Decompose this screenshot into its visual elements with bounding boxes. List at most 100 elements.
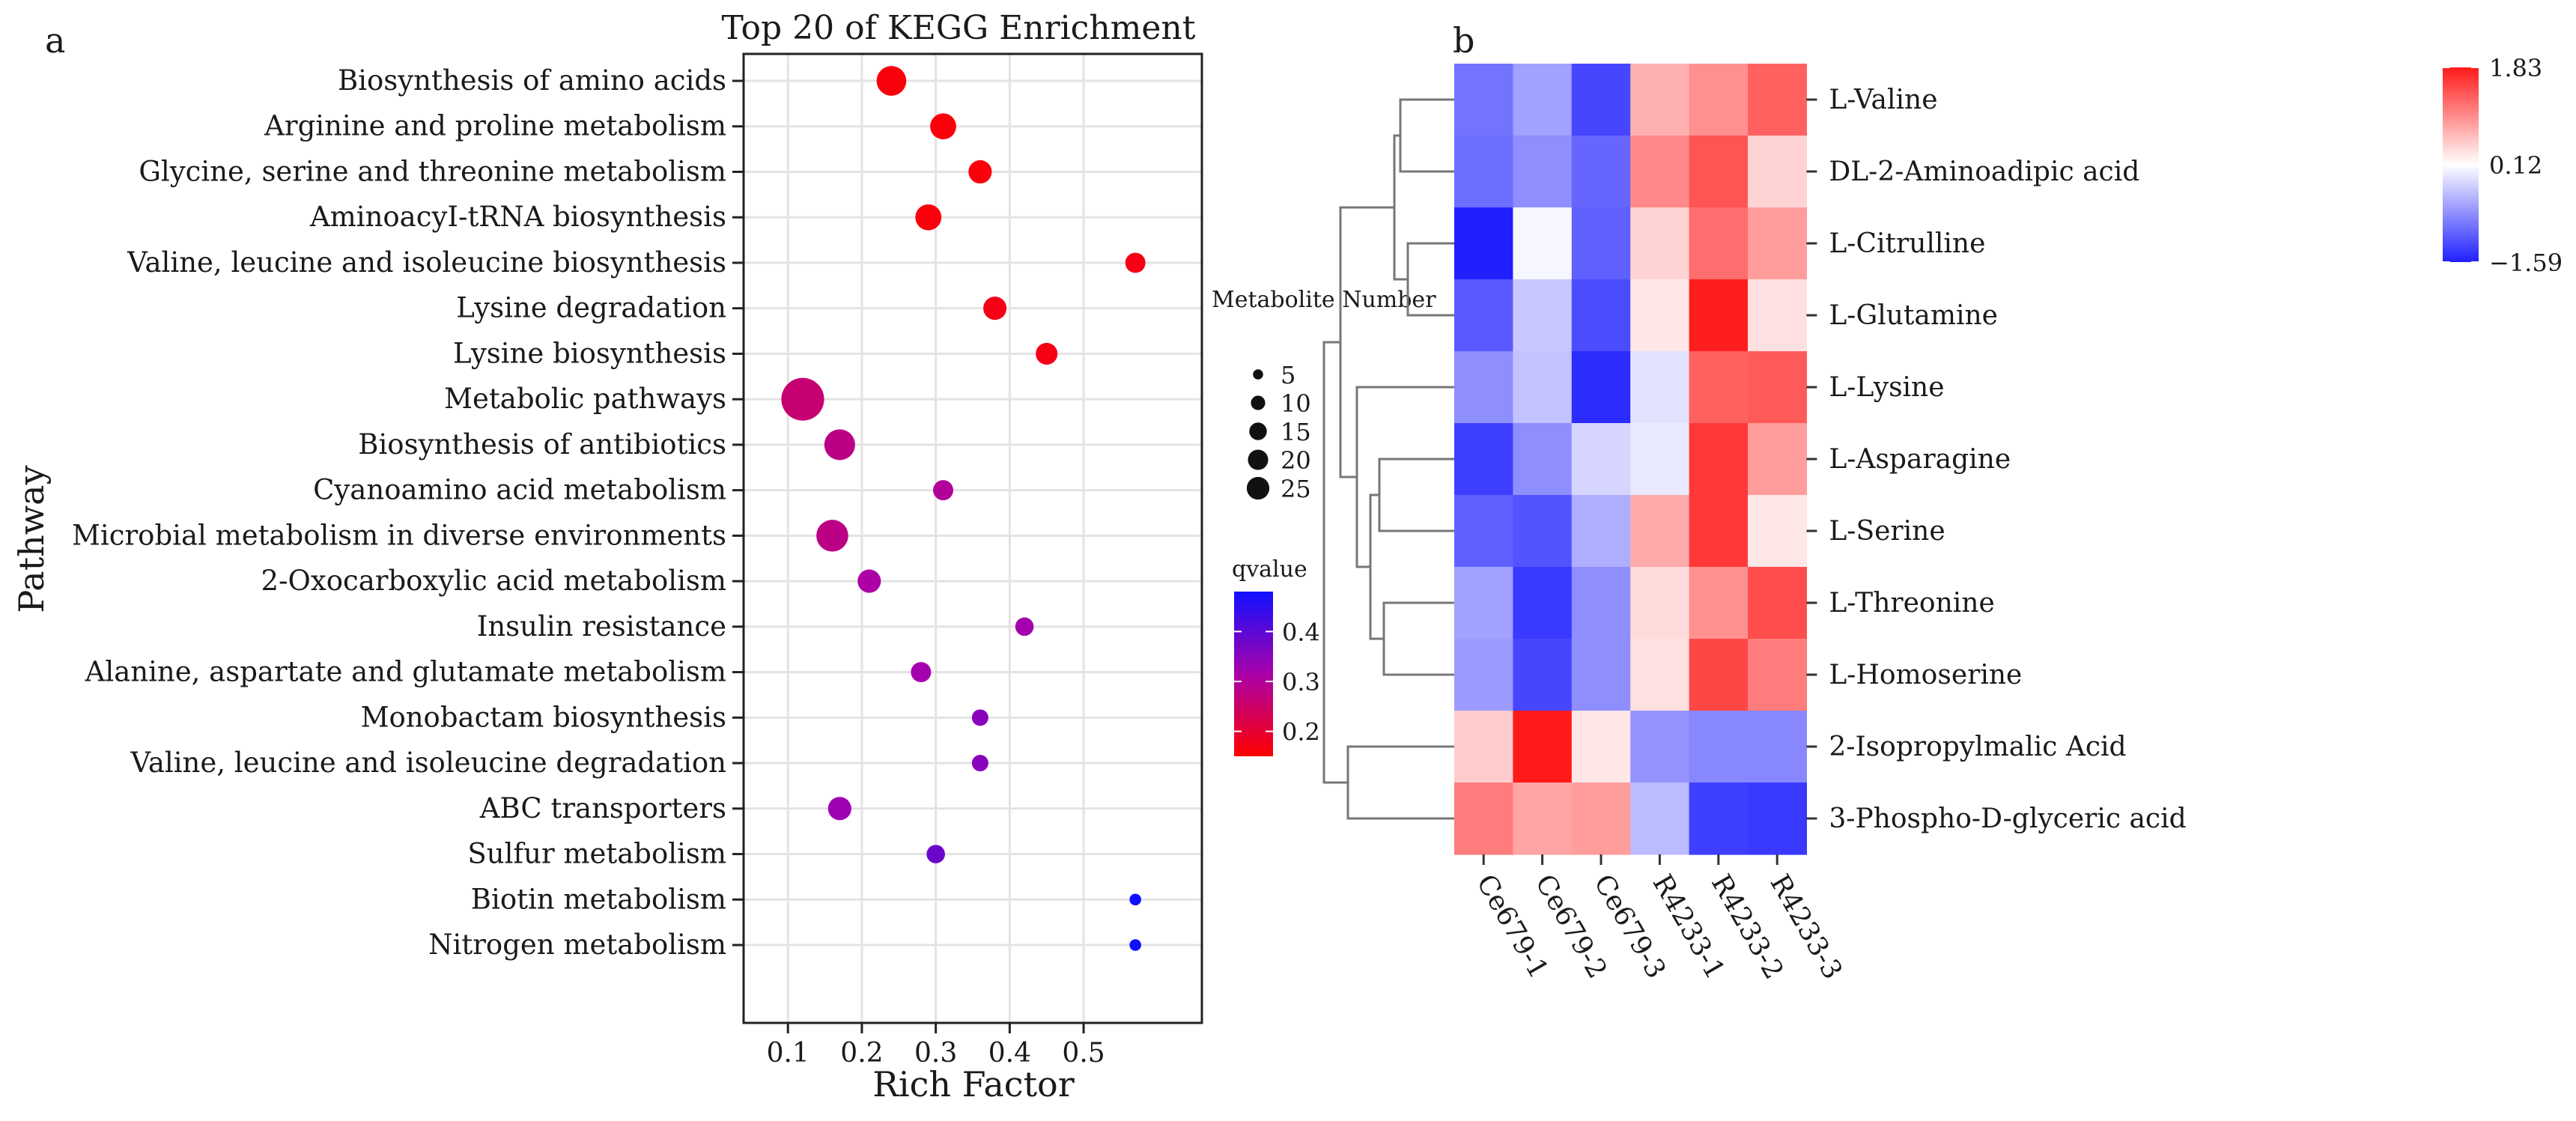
heatmap-cell (1630, 783, 1690, 855)
bubble-point (816, 520, 848, 552)
dendrogram-branch (1339, 206, 1394, 479)
heatmap-cell (1630, 495, 1690, 568)
qvalue-legend: qvalue 0.2 0.3 0.4 (1232, 556, 1320, 756)
heatmap-cell (1571, 783, 1631, 855)
bubble-point (1129, 893, 1141, 906)
row-label: L-Citrulline (1829, 228, 1985, 259)
pathway-label: AminoacyI-tRNA biosynthesis (309, 201, 726, 233)
size-legend-dot (1248, 449, 1269, 470)
x-axis-ticks: 0.1 0.2 0.3 0.4 0.5 (767, 1023, 1105, 1069)
heatmap-cell (1748, 495, 1807, 568)
bubble-point (1015, 617, 1034, 637)
heatmap-cell (1689, 423, 1749, 496)
bubble-point (911, 662, 932, 683)
kegg-bubble-chart: Top 20 of KEGG Enrichment Biosynthesis o… (11, 9, 1436, 1105)
heatmap-cell (1571, 136, 1631, 208)
heatmap-cell (1513, 423, 1573, 496)
heatmap-cell (1630, 64, 1690, 136)
pathway-label: ABC transporters (479, 792, 726, 824)
heatmap-cell (1454, 351, 1513, 424)
size-legend-label: 20 (1281, 446, 1311, 475)
x-tick-label: 0.2 (840, 1038, 883, 1069)
dendrogram-branch (1369, 493, 1384, 640)
x-tick-label: 0.1 (767, 1038, 809, 1069)
bubble-point (971, 709, 988, 726)
size-legend-dot (1253, 369, 1263, 380)
pathway-label: Biotin metabolism (471, 883, 726, 915)
heatmap-cell (1454, 136, 1513, 208)
size-legend-title: Metabolite Number (1212, 287, 1436, 313)
heatmap-cell (1689, 495, 1749, 568)
heatmap-cell (1454, 64, 1513, 136)
row-dendrogram (1322, 98, 1454, 820)
heatmap-cell (1513, 279, 1573, 352)
qvalue-colorbar (1234, 592, 1273, 756)
pathway-label: Monobactam biosynthesis (361, 701, 726, 733)
plot-border (742, 52, 1203, 1024)
pathway-label: Metabolic pathways (444, 383, 726, 415)
heatmap-cell (1454, 423, 1513, 496)
heatmap-cell (1689, 279, 1749, 352)
heatmap-cell (1571, 351, 1631, 424)
heatmap-cell (1748, 423, 1807, 496)
column-labels: Ce679-1Ce679-2Ce679-3R4233-1R4233-2R4233… (1470, 854, 1848, 985)
pathway-label: Insulin resistance (477, 610, 726, 642)
pathway-labels: Biosynthesis of amino acids Arginine and … (72, 64, 744, 961)
pathway-label: Biosynthesis of amino acids (338, 64, 726, 97)
heatmap-tick-label: 0.12 (2489, 151, 2542, 180)
heatmap-cell (1630, 567, 1690, 640)
points (781, 66, 1146, 951)
size-legend-label: 25 (1281, 475, 1311, 503)
heatmap-cell (1454, 495, 1513, 568)
qvalue-tick-label: 0.4 (1282, 618, 1320, 646)
metabolite-heatmap: L-Valine DL-2-Aminoadipic acid L-Citrullin… (1322, 54, 2563, 985)
y-axis-title: Pathway (11, 465, 52, 613)
heatmap-legend: 1.83 0.12 −1.59 (2443, 54, 2563, 277)
pathway-label: Lysine biosynthesis (453, 337, 726, 369)
heatmap-cell (1748, 711, 1807, 783)
heatmap-cell (1748, 639, 1807, 711)
pathway-label: Microbial metabolism in diverse environm… (72, 519, 726, 551)
x-tick-label: 0.3 (914, 1038, 957, 1069)
heatmap-cell (1630, 711, 1690, 783)
size-legend-dot (1249, 422, 1267, 440)
heatmap-cell (1748, 567, 1807, 640)
pathway-label: 2-Oxocarboxylic acid metabolism (261, 565, 726, 597)
pathway-label: Sulfur metabolism (467, 838, 726, 870)
heatmap-cell (1630, 207, 1690, 280)
bubble-point (971, 755, 988, 772)
heatmap-cell (1571, 495, 1631, 568)
heatmap-cell (1571, 639, 1631, 711)
heatmap-cell (1571, 64, 1631, 136)
heatmap-cell (1513, 495, 1573, 568)
heatmap-cell (1454, 567, 1513, 640)
row-label: 3-Phospho-D-glyceric acid (1829, 803, 2186, 834)
row-labels: L-Valine DL-2-Aminoadipic acid L-Citrullin… (1806, 85, 2187, 834)
size-legend-dot (1246, 476, 1270, 500)
heatmap-cell (1513, 351, 1573, 424)
dendrogram-branch (1399, 98, 1454, 173)
heatmap-cell (1689, 136, 1749, 208)
bubble-point (983, 297, 1007, 320)
heatmap-cell (1571, 711, 1631, 783)
heatmap-cell (1513, 567, 1573, 640)
chart-title: Top 20 of KEGG Enrichment (722, 9, 1196, 47)
heatmap-cell (1454, 207, 1513, 280)
heatmap-cell (1454, 639, 1513, 711)
heatmap-tick-label: 1.83 (2489, 54, 2542, 82)
bubble-point (1129, 939, 1141, 951)
pathway-label: Biosynthesis of antibiotics (358, 428, 726, 461)
size-legend-dot (1251, 395, 1266, 410)
qvalue-tick-label: 0.2 (1282, 718, 1320, 747)
heatmap-cell (1630, 351, 1690, 424)
heatmap-cell (1630, 279, 1690, 352)
heatmap-cell (1748, 783, 1807, 855)
pathway-label: Lysine degradation (456, 292, 726, 324)
pathway-label: Nitrogen metabolism (428, 929, 726, 961)
heatmap-cell (1513, 207, 1573, 280)
row-label: L-Serine (1829, 516, 1945, 547)
heatmap-cell (1513, 711, 1573, 783)
size-legend-label: 5 (1281, 361, 1295, 389)
heatmap-cell (1748, 136, 1807, 208)
